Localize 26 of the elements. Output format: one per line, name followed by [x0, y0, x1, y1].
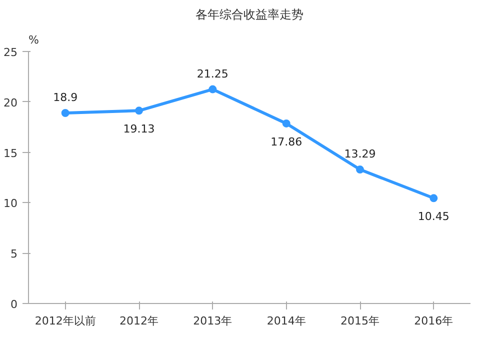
x-tick-label: 2015年 [340, 314, 380, 328]
data-label: 19.13 [123, 122, 155, 136]
point [430, 194, 438, 202]
x-tick-label: 2016年 [414, 314, 454, 328]
point [282, 119, 290, 128]
y-tick-label: 15 [4, 146, 18, 160]
y-tick-label: 10 [4, 197, 18, 210]
point [135, 106, 143, 115]
point [208, 85, 217, 94]
y-tick-label: 0 [10, 298, 18, 311]
data-label: 17.86 [270, 135, 302, 148]
x-tick-label: 2013年 [193, 314, 232, 328]
x-tick-label: 2012年以前 [34, 314, 96, 328]
x-tick-label: 2012年 [120, 314, 159, 328]
y-tick-label: 25 [4, 46, 18, 59]
y-tick-label: 5 [10, 248, 18, 261]
x-tick-label: 2014年 [266, 314, 306, 328]
data-label: 10.45 [418, 210, 450, 224]
chart-title: 各年综合收益率走势 [196, 8, 304, 22]
point [61, 108, 70, 117]
y-axis-title: % [28, 34, 39, 46]
data-label: 18.9 [53, 90, 78, 104]
data-label: 21.25 [196, 67, 228, 80]
y-tick-label: 20 [4, 96, 18, 110]
point [356, 166, 364, 174]
data-label: 13.29 [344, 148, 376, 161]
